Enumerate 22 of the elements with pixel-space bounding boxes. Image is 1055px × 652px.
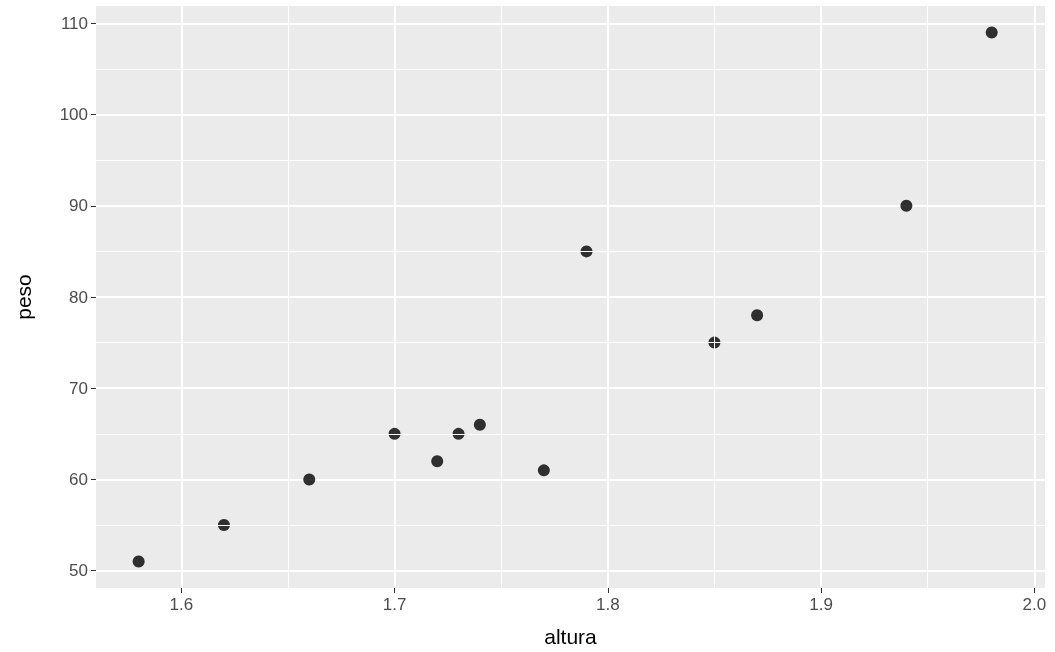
y-tick-label: 90 [69, 196, 88, 216]
point [473, 418, 486, 431]
point [431, 455, 444, 468]
x-tick-label: 1.7 [382, 595, 407, 614]
y-tick-label: 80 [69, 287, 88, 307]
point [985, 26, 998, 39]
x-axis-title: altura [544, 625, 598, 648]
x-tick-label: 2.0 [1022, 595, 1047, 614]
point [900, 199, 913, 212]
point [537, 464, 550, 477]
y-tick-label: 70 [69, 378, 88, 398]
x-tick-label: 1.9 [809, 595, 833, 614]
y-tick-label: 60 [69, 469, 88, 489]
y-tick-label: 110 [60, 13, 88, 33]
y-axis-title: peso [12, 274, 35, 320]
x-tick-label: 1.8 [596, 595, 620, 614]
point [303, 473, 316, 486]
point [132, 555, 145, 568]
point [751, 309, 764, 322]
x-tick-label: 1.6 [169, 595, 194, 614]
y-tick-label: 50 [69, 561, 88, 581]
y-tick-label: 100 [59, 105, 88, 125]
